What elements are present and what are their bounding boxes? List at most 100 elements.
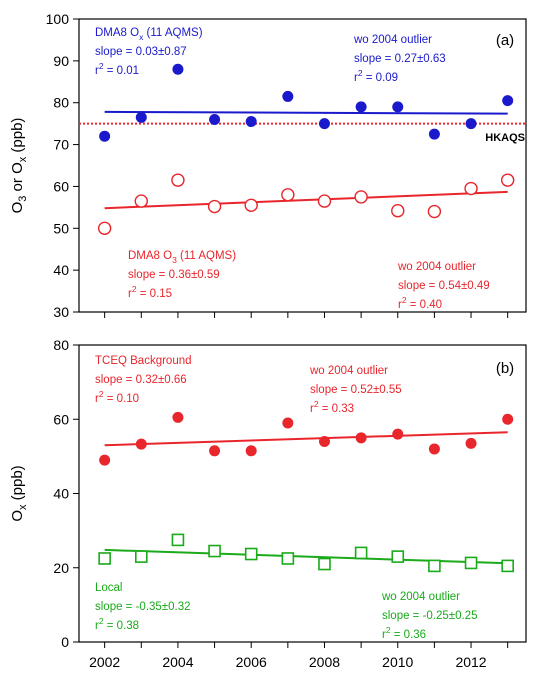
data-point bbox=[281, 552, 295, 565]
y-tick-label: 50 bbox=[53, 220, 69, 236]
data-point bbox=[282, 417, 294, 429]
plot-frame bbox=[78, 18, 527, 313]
data-point bbox=[428, 128, 440, 140]
data-point bbox=[502, 413, 514, 425]
y-tick-label: 100 bbox=[46, 11, 70, 27]
annotation-line: r2 = 0.40 bbox=[398, 295, 442, 311]
y-tick-label: 30 bbox=[53, 304, 69, 320]
annotation-line: r2 = 0.01 bbox=[95, 61, 139, 77]
x-tick-label: 2010 bbox=[382, 654, 413, 670]
x-axis: 2002 2004 2006 2008 2010 2012 bbox=[89, 642, 509, 670]
data-point bbox=[134, 194, 148, 208]
trend-line bbox=[104, 190, 508, 210]
data-point bbox=[172, 63, 184, 75]
y-tick-label: 60 bbox=[53, 178, 69, 194]
annotation-loc_all: Local slope = -0.35±0.32 r2 = 0.38 bbox=[95, 582, 191, 632]
annotation-line: r2 = 0.38 bbox=[95, 616, 139, 632]
annotation-line: r2 = 0.09 bbox=[354, 68, 398, 84]
data-point bbox=[171, 173, 185, 187]
data-point bbox=[282, 90, 294, 102]
x-axis bbox=[104, 312, 509, 318]
data-point bbox=[99, 130, 111, 142]
data-point bbox=[281, 188, 295, 202]
data-point bbox=[392, 101, 404, 113]
annotation-line: r2 = 0.10 bbox=[95, 389, 139, 405]
data-point bbox=[392, 428, 404, 440]
x-tick-label: 2006 bbox=[236, 654, 267, 670]
annotation-line: slope = -0.25±0.25 bbox=[382, 610, 478, 622]
y-axis: 30 40 50 60 70 80 90 100 bbox=[46, 11, 79, 320]
annotation-line: wo 2004 outlier bbox=[353, 34, 432, 46]
trend-line bbox=[104, 548, 508, 565]
annotation-line: slope = 0.03±0.87 bbox=[95, 46, 187, 58]
series-0 bbox=[99, 411, 514, 466]
series-0 bbox=[99, 63, 514, 142]
data-point bbox=[209, 113, 221, 125]
data-point bbox=[318, 118, 330, 130]
y-tick-label: 80 bbox=[53, 337, 69, 353]
y-axis-title: Ox (ppb) bbox=[9, 465, 29, 521]
data-point bbox=[318, 557, 331, 571]
annotation-line: r2 = 0.33 bbox=[310, 399, 354, 415]
data-point bbox=[501, 559, 514, 573]
annotation-line: wo 2004 outlier bbox=[309, 365, 388, 377]
x-tick-label: 2012 bbox=[455, 654, 486, 670]
annotation-line: wo 2004 outlier bbox=[397, 261, 476, 273]
annotation-line: DMA8 O3 (11 AQMS) bbox=[128, 250, 236, 265]
series-1 bbox=[97, 173, 515, 235]
annotation-line: slope = -0.35±0.32 bbox=[95, 601, 191, 613]
annotation-line: slope = 0.27±0.63 bbox=[354, 53, 446, 65]
data-point bbox=[354, 546, 368, 560]
panel-b: 0 20 40 60 80 2002 2004 2006 2008 2010 2012 Ox (ppb… bbox=[9, 337, 527, 670]
y-axis-title: O3 or Ox (ppb) bbox=[9, 118, 29, 214]
data-point bbox=[172, 411, 184, 423]
trend-line bbox=[104, 431, 508, 447]
panel-label: (b) bbox=[496, 360, 514, 377]
data-point bbox=[318, 436, 330, 448]
annotation-o3_all: DMA8 O3 (11 AQMS) slope = 0.36±0.59 r2 = 0… bbox=[128, 250, 236, 300]
annotation-bg_wo: wo 2004 outlier slope = 0.52±0.55 r2 = 0.3… bbox=[309, 365, 402, 415]
trend-line bbox=[104, 110, 508, 115]
y-tick-label: 70 bbox=[53, 137, 69, 153]
annotation-line: r2 = 0.36 bbox=[382, 625, 426, 641]
annotation-ox_all: DMA8 Ox (11 AQMS) slope = 0.03±0.87 r2 = 0… bbox=[95, 27, 203, 77]
annotation-line: slope = 0.36±0.59 bbox=[128, 269, 220, 281]
y-tick-label: 40 bbox=[53, 486, 69, 502]
data-point bbox=[465, 437, 477, 449]
annotation-line: slope = 0.52±0.55 bbox=[310, 384, 402, 396]
annotation-line: slope = 0.32±0.66 bbox=[95, 374, 187, 386]
x-tick-label: 2008 bbox=[309, 654, 340, 670]
data-point bbox=[208, 544, 221, 558]
annotation-line: wo 2004 outlier bbox=[381, 591, 460, 603]
annotation-loc_wo: wo 2004 outlier slope = -0.25±0.25 r2 = 0.… bbox=[381, 591, 478, 641]
annotation-o3_wo: wo 2004 outlier slope = 0.54±0.49 r2 = 0.4… bbox=[397, 261, 490, 311]
panel-a: 30 40 50 60 70 80 90 100 O3 or Ox (ppb) HKAQS DMA8… bbox=[9, 11, 527, 320]
x-tick-label: 2002 bbox=[89, 654, 120, 670]
data-point bbox=[97, 221, 112, 235]
data-point bbox=[464, 181, 478, 196]
annotation-line: DMA8 Ox (11 AQMS) bbox=[95, 27, 203, 42]
data-point bbox=[99, 454, 111, 466]
y-tick-label: 40 bbox=[53, 262, 69, 278]
y-tick-label: 80 bbox=[53, 95, 69, 111]
annotation-line: r2 = 0.15 bbox=[128, 284, 172, 300]
y-tick-label: 60 bbox=[53, 411, 69, 427]
data-point bbox=[98, 552, 111, 565]
y-tick-label: 90 bbox=[53, 53, 69, 69]
data-point bbox=[244, 198, 258, 212]
data-point bbox=[207, 199, 222, 214]
data-point bbox=[135, 438, 147, 450]
data-point bbox=[209, 445, 221, 457]
data-point bbox=[464, 556, 478, 570]
annotation-bg_all: TCEQ Background slope = 0.32±0.66 r2 = 0.1… bbox=[95, 355, 192, 405]
annotation-line: TCEQ Background bbox=[95, 355, 192, 367]
data-point bbox=[245, 116, 257, 128]
data-point bbox=[502, 95, 514, 107]
data-point bbox=[244, 547, 258, 561]
x-tick-label: 2004 bbox=[162, 654, 193, 670]
data-point bbox=[135, 111, 147, 123]
data-point bbox=[245, 445, 257, 457]
data-point bbox=[500, 173, 515, 187]
data-point bbox=[428, 443, 440, 455]
